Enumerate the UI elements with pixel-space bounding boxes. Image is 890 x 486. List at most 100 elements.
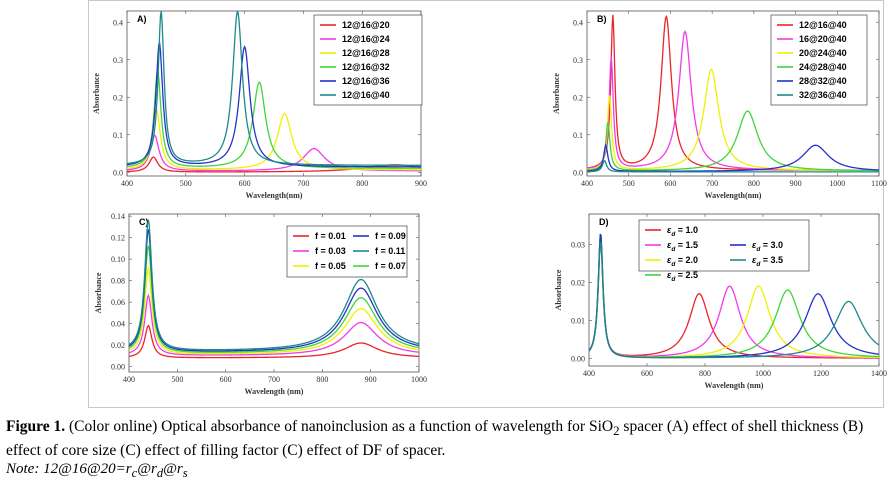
panel-a: 400 500 600 700 800 900 0.0 0.1 0.2 0.3 0.4 Wavelen… [89, 1, 449, 206]
x-tick-label: 400 [121, 179, 133, 188]
x-tick-label: 600 [220, 375, 232, 384]
legend-label: f = 0.11 [375, 246, 405, 256]
figure-frame: 400 500 600 700 800 900 0.0 0.1 0.2 0.3 0.4 Wavelen… [88, 0, 887, 409]
x-tick-label: 600 [641, 369, 653, 378]
y-tick-label: 0.0 [113, 168, 123, 177]
y-tick-label: 0.3 [573, 56, 583, 65]
series-line [129, 229, 419, 352]
note-at-2: @r [163, 461, 183, 477]
series-line [129, 219, 419, 351]
legend-label: εd = 2.5 [667, 270, 698, 283]
panel-b: 400 500 600 700 800 900 1000 1100 0.0 0.1 0.2 0.3 0.… [459, 1, 887, 206]
x-tick-label: 800 [748, 179, 760, 188]
y-tick-label: 0.08 [111, 277, 125, 286]
note-at-1: @r [137, 461, 157, 477]
y-tick-label: 0.02 [111, 341, 125, 350]
caption-text-2: spacer (A) effect of shell thickness (B)… [6, 418, 864, 460]
series-line [127, 108, 421, 171]
legend-label: 28@32@40 [799, 76, 847, 86]
x-tick-label: 800 [356, 179, 368, 188]
legend-label: εd = 3.0 [752, 240, 783, 253]
y-tick-label: 0.2 [573, 93, 583, 102]
x-tick-label: 700 [706, 179, 718, 188]
note-sub-d: d [156, 466, 164, 480]
x-axis-label: Wavelength(nm) [246, 191, 303, 200]
x-tick-label: 500 [171, 375, 183, 384]
y-tick-label: 0.2 [113, 93, 123, 102]
panel-letter: A) [137, 14, 147, 24]
y-tick-label: 0.01 [571, 316, 585, 325]
legend-label: εd = 2.0 [667, 255, 698, 268]
x-tick-label: 400 [123, 375, 135, 384]
legend-box [638, 219, 810, 272]
plot-frame [588, 213, 880, 367]
chart-c: 400 500 600 700 800 900 1000 0.00 0.02 0.04 0.06 0.… [94, 212, 427, 396]
series-line [129, 245, 419, 353]
y-tick-label: 0.3 [113, 56, 123, 65]
legend-label: 16@20@40 [799, 34, 847, 44]
x-tick-label: 600 [664, 179, 676, 188]
legend-label: f = 0.07 [375, 261, 406, 271]
legend-label: 12@16@24 [342, 34, 390, 44]
figure-label: Figure 1. [6, 418, 66, 435]
legend-label: f = 0.05 [315, 261, 346, 271]
panel-letter: C) [139, 217, 149, 227]
x-tick-label: 1000 [755, 369, 771, 378]
y-tick-label: 0.00 [571, 354, 585, 363]
series-line [129, 293, 419, 356]
y-axis-label: Absorbance [552, 73, 561, 114]
panel-letter: B) [597, 14, 607, 24]
y-tick-label: 0.4 [113, 18, 123, 27]
legend-label: 20@24@40 [799, 48, 847, 58]
panel-letter: D) [599, 217, 609, 227]
x-tick-label: 800 [699, 369, 711, 378]
legend-box [770, 14, 868, 106]
x-axis-label: Wavelength (nm) [705, 381, 764, 390]
series-line [589, 241, 879, 359]
plot-frame [586, 10, 880, 177]
panel-d: 400 600 800 1000 1200 1400 0.00 0.01 0.02 0.03 Wav… [459, 204, 887, 409]
legend-label: εd = 1.0 [667, 225, 698, 238]
legend-label: 12@16@40 [342, 90, 390, 100]
caption-text: (Color online) Optical absorbance of nan… [65, 418, 614, 435]
x-tick-label: 600 [239, 179, 251, 188]
note-text: Note: 12@16@20=r [6, 461, 132, 477]
y-tick-label: 0.10 [111, 255, 125, 264]
y-axis-label: Absorbance [554, 269, 563, 310]
y-tick-label: 0.04 [111, 320, 125, 329]
x-tick-label: 500 [180, 179, 192, 188]
x-tick-label: 1000 [411, 375, 427, 384]
chart-a: 400 500 600 700 800 900 0.0 0.1 0.2 0.3 0.4 Wavelen… [92, 10, 427, 200]
y-axis-label: Absorbance [92, 73, 101, 114]
series-line [129, 324, 419, 359]
note-sub-c: c [131, 466, 138, 480]
x-tick-label: 700 [268, 375, 280, 384]
series-line [127, 70, 421, 169]
caption-subscript: 2 [613, 423, 620, 439]
x-tick-label: 1100 [871, 179, 887, 188]
note-sub-s: s [182, 466, 188, 480]
x-tick-label: 400 [583, 369, 595, 378]
legend-label: 12@16@32 [342, 62, 390, 72]
x-tick-label: 800 [316, 375, 328, 384]
series-line [129, 266, 419, 355]
legend-label: f = 0.09 [375, 231, 406, 241]
legend-label: 12@16@40 [799, 20, 847, 30]
x-tick-label: 1400 [871, 369, 887, 378]
x-axis-label: Wavelength (nm) [245, 387, 304, 396]
series-line [587, 160, 879, 173]
x-tick-label: 400 [581, 179, 593, 188]
y-tick-label: 0.00 [111, 363, 125, 372]
legend-box [313, 14, 423, 106]
legend-label: f = 0.01 [315, 231, 346, 241]
x-tick-label: 900 [365, 375, 377, 384]
x-tick-label: 700 [297, 179, 309, 188]
series-line [587, 143, 879, 172]
figure-note: Note: 12@16@20=rc@rd@rs [6, 461, 188, 481]
panel-c: 400 500 600 700 800 900 1000 0.00 0.02 0.04 0.06 0.… [89, 204, 449, 409]
y-tick-label: 0.1 [573, 131, 583, 140]
figure-caption: Figure 1. (Color online) Optical absorba… [6, 417, 886, 461]
series-line [127, 11, 421, 166]
x-axis-label: Wavelength(nm) [705, 191, 762, 200]
legend-label: 24@28@40 [799, 62, 847, 72]
